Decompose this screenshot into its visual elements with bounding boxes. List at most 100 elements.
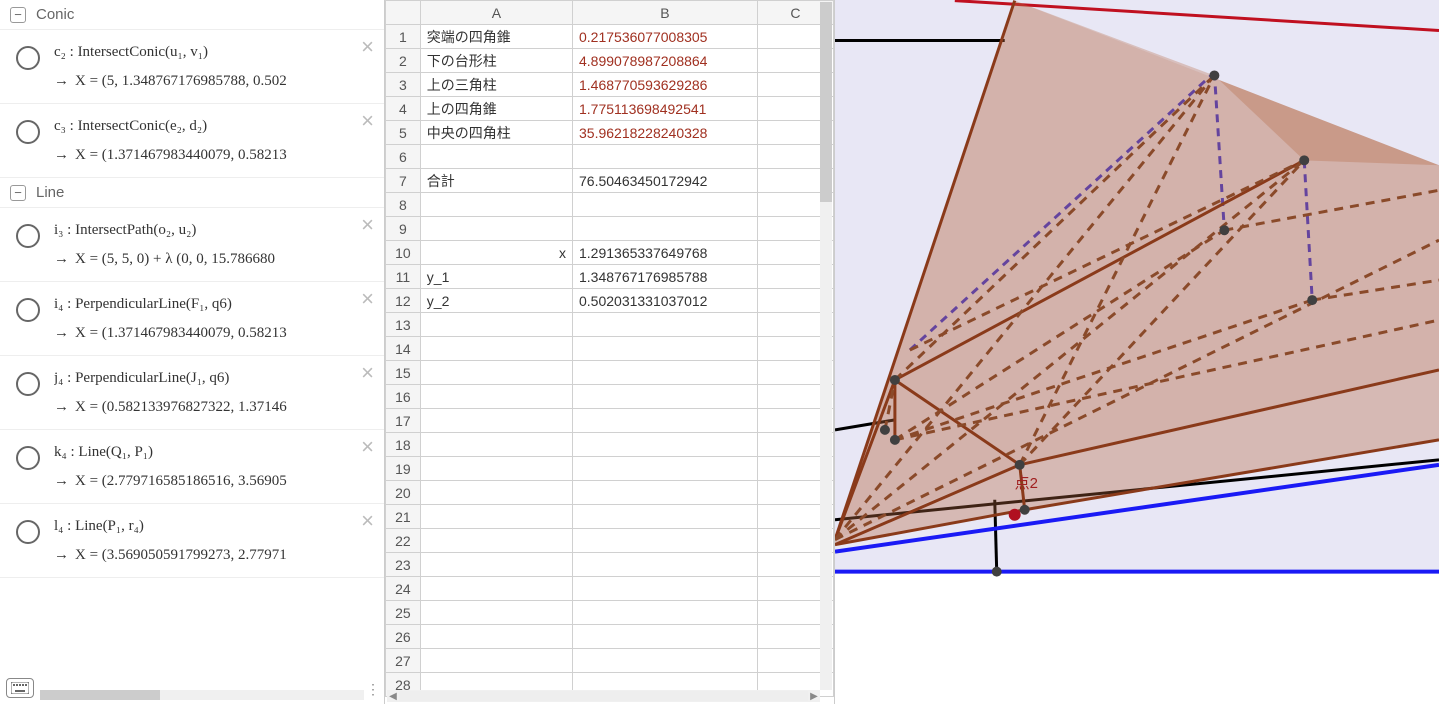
row-header[interactable]: 14 <box>386 337 421 361</box>
table-row[interactable]: 27 <box>386 649 834 673</box>
cell[interactable] <box>573 193 758 217</box>
row-header[interactable]: 1 <box>386 25 421 49</box>
cell[interactable]: 1.348767176985788 <box>573 265 758 289</box>
corner-cell[interactable] <box>386 1 421 25</box>
cell[interactable] <box>420 361 572 385</box>
algebra-item[interactable]: l₄ : Line(P₁, r₄) →X = (3.56905059179927… <box>0 504 384 578</box>
table-row[interactable]: 21 <box>386 505 834 529</box>
cell[interactable]: 下の台形柱 <box>420 49 572 73</box>
close-icon[interactable]: × <box>361 508 374 534</box>
cell[interactable]: 4.899078987208864 <box>573 49 758 73</box>
table-row[interactable]: 13 <box>386 313 834 337</box>
row-header[interactable]: 16 <box>386 385 421 409</box>
cell[interactable] <box>573 337 758 361</box>
horizontal-scrollbar[interactable]: ◀▶ <box>387 690 820 702</box>
row-header[interactable]: 25 <box>386 601 421 625</box>
table-row[interactable]: 16 <box>386 385 834 409</box>
cell[interactable] <box>420 337 572 361</box>
table-row[interactable]: 25 <box>386 601 834 625</box>
row-header[interactable]: 15 <box>386 361 421 385</box>
row-header[interactable]: 5 <box>386 121 421 145</box>
cell[interactable] <box>420 649 572 673</box>
cell[interactable] <box>420 625 572 649</box>
row-header[interactable]: 22 <box>386 529 421 553</box>
cell[interactable] <box>573 361 758 385</box>
row-header[interactable]: 17 <box>386 409 421 433</box>
table-row[interactable]: 23 <box>386 553 834 577</box>
cell[interactable] <box>573 457 758 481</box>
table-row[interactable]: 18 <box>386 433 834 457</box>
cell[interactable] <box>573 577 758 601</box>
cell[interactable]: 1.291365337649768 <box>573 241 758 265</box>
table-row[interactable]: 14 <box>386 337 834 361</box>
visibility-toggle[interactable] <box>16 46 40 70</box>
cell[interactable] <box>420 529 572 553</box>
cell[interactable] <box>573 409 758 433</box>
cell[interactable] <box>573 385 758 409</box>
row-header[interactable]: 8 <box>386 193 421 217</box>
cell[interactable] <box>573 529 758 553</box>
cell[interactable]: 上の三角柱 <box>420 73 572 97</box>
table-row[interactable]: 2下の台形柱4.899078987208864 <box>386 49 834 73</box>
table-row[interactable]: 9 <box>386 217 834 241</box>
row-header[interactable]: 26 <box>386 625 421 649</box>
spreadsheet-panel[interactable]: A B C 1突端の四角錐0.2175360770083052下の台形柱4.89… <box>385 0 835 704</box>
algebra-panel[interactable]: − Conic c₂ : IntersectConic(u₁, v₁) →X =… <box>0 0 385 704</box>
column-header[interactable]: A <box>420 1 572 25</box>
cell[interactable]: 合計 <box>420 169 572 193</box>
cell[interactable] <box>573 649 758 673</box>
algebra-item[interactable]: k₄ : Line(Q₁, P₁) →X = (2.77971658518651… <box>0 430 384 504</box>
visibility-toggle[interactable] <box>16 446 40 470</box>
row-header[interactable]: 27 <box>386 649 421 673</box>
table-row[interactable]: 3上の三角柱1.468770593629286 <box>386 73 834 97</box>
row-header[interactable]: 19 <box>386 457 421 481</box>
collapse-icon[interactable]: − <box>10 185 26 201</box>
cell[interactable] <box>420 217 572 241</box>
vertical-scrollbar[interactable] <box>820 2 832 690</box>
cell[interactable]: 1.775113698492541 <box>573 97 758 121</box>
cell[interactable] <box>573 145 758 169</box>
table-row[interactable]: 11y_11.348767176985788 <box>386 265 834 289</box>
section-header-conic[interactable]: − Conic <box>0 0 384 30</box>
cell[interactable]: y_1 <box>420 265 572 289</box>
cell[interactable] <box>420 553 572 577</box>
visibility-toggle[interactable] <box>16 224 40 248</box>
cell[interactable] <box>420 145 572 169</box>
cell[interactable] <box>420 457 572 481</box>
close-icon[interactable]: × <box>361 434 374 460</box>
table-row[interactable]: 5中央の四角柱35.96218228240328 <box>386 121 834 145</box>
cell[interactable]: 突端の四角錐 <box>420 25 572 49</box>
table-row[interactable]: 26 <box>386 625 834 649</box>
table-row[interactable]: 4上の四角錐1.775113698492541 <box>386 97 834 121</box>
cell[interactable] <box>420 385 572 409</box>
row-header[interactable]: 10 <box>386 241 421 265</box>
algebra-item[interactable]: i₃ : IntersectPath(o₂, u₂) →X = (5, 5, 0… <box>0 208 384 282</box>
table-row[interactable]: 8 <box>386 193 834 217</box>
cell[interactable] <box>420 193 572 217</box>
algebra-item[interactable]: c₃ : IntersectConic(e₂, d₂) →X = (1.3714… <box>0 104 384 178</box>
row-header[interactable]: 6 <box>386 145 421 169</box>
visibility-toggle[interactable] <box>16 120 40 144</box>
cell[interactable]: 上の四角錐 <box>420 97 572 121</box>
cell[interactable]: 0.217536077008305 <box>573 25 758 49</box>
cell[interactable] <box>420 409 572 433</box>
cell[interactable] <box>573 553 758 577</box>
table-row[interactable]: 10x1.291365337649768 <box>386 241 834 265</box>
cell[interactable] <box>573 481 758 505</box>
cell[interactable] <box>420 577 572 601</box>
cell[interactable]: 1.468770593629286 <box>573 73 758 97</box>
more-icon[interactable]: ⋮ <box>366 681 380 698</box>
row-header[interactable]: 2 <box>386 49 421 73</box>
table-row[interactable]: 12y_20.502031331037012 <box>386 289 834 313</box>
column-header[interactable]: B <box>573 1 758 25</box>
cell[interactable] <box>573 625 758 649</box>
table-row[interactable]: 15 <box>386 361 834 385</box>
close-icon[interactable]: × <box>361 286 374 312</box>
row-header[interactable]: 12 <box>386 289 421 313</box>
horizontal-scrollbar[interactable] <box>40 690 364 700</box>
table-row[interactable]: 24 <box>386 577 834 601</box>
section-header-line[interactable]: − Line <box>0 178 384 208</box>
cell[interactable]: x <box>420 241 572 265</box>
row-header[interactable]: 20 <box>386 481 421 505</box>
keyboard-icon[interactable] <box>6 678 34 698</box>
